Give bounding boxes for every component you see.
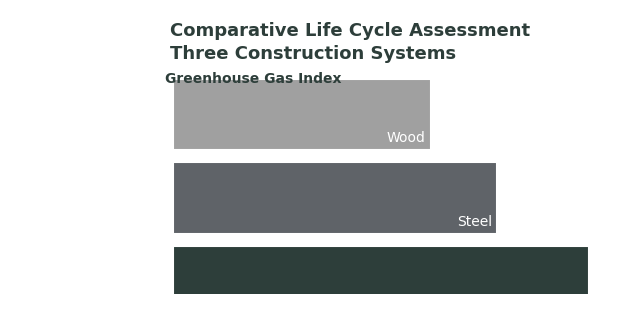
Bar [173, 163, 497, 234]
Text: Greenhouse Gas Index: Greenhouse Gas Index [165, 72, 341, 86]
Bar [173, 79, 431, 150]
Text: Concrete: Concrete [521, 299, 583, 312]
Text: Wood: Wood [387, 131, 426, 145]
Bar [173, 246, 588, 317]
Text: Steel: Steel [457, 215, 492, 228]
Text: Comparative Life Cycle Assessment
Three Construction Systems: Comparative Life Cycle Assessment Three … [170, 22, 530, 63]
